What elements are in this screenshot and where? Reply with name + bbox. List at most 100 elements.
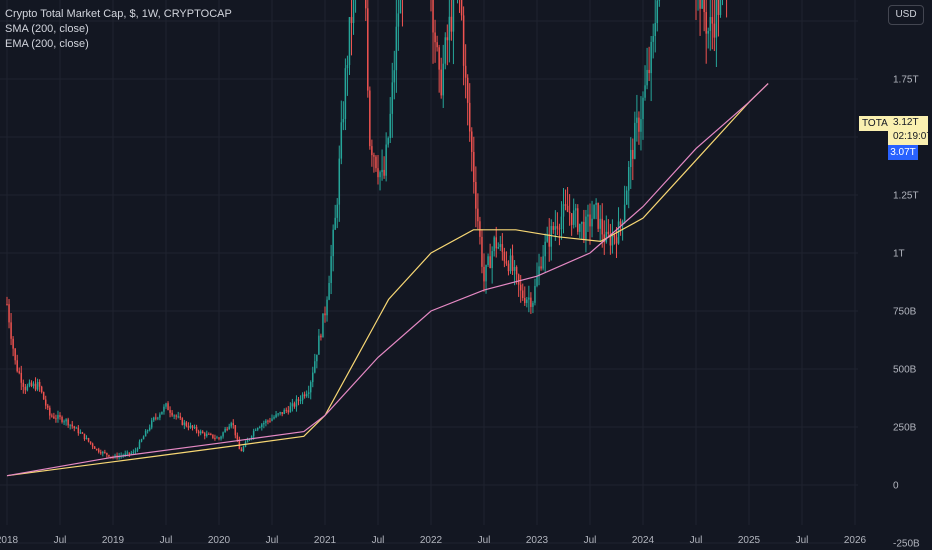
candle-body (536, 276, 538, 286)
candle-body (179, 416, 182, 419)
candle-body (49, 407, 51, 416)
candle-body (513, 267, 516, 271)
candle-body (95, 448, 98, 450)
candle-body (615, 237, 618, 244)
countdown: 02:19:07 (893, 131, 932, 142)
candle-body (236, 435, 239, 440)
candle-body (165, 403, 167, 407)
candle-body (348, 17, 351, 66)
candle-body (289, 406, 292, 413)
candle-body (558, 228, 561, 230)
candle-body (568, 211, 571, 214)
ema-line (6, 83, 769, 477)
candle-body (499, 244, 502, 248)
candle-body (521, 290, 524, 298)
candle-body (305, 393, 308, 397)
candle-body (59, 415, 61, 418)
candle-body (507, 263, 510, 272)
candle-body (473, 151, 475, 183)
candle-body (28, 382, 31, 386)
y-tick-label: 0 (893, 481, 899, 492)
currency-button[interactable]: USD (888, 5, 924, 25)
candle-body (552, 226, 555, 230)
candle-body (634, 122, 636, 159)
candle-body (566, 205, 569, 212)
candle-body (385, 144, 387, 176)
y-tick-label: 250B (893, 423, 917, 434)
candle-body (32, 383, 35, 387)
candle-body (238, 439, 241, 450)
candle-body (336, 204, 338, 218)
candle-body (18, 371, 20, 373)
candle-body (203, 433, 206, 437)
candle-body (42, 392, 45, 400)
candle-body (254, 429, 257, 431)
candle-body (10, 322, 12, 339)
candle-body (365, 0, 367, 9)
candle-body (601, 218, 603, 235)
candle-body (556, 226, 559, 229)
candle-body (577, 208, 579, 232)
candle-body (224, 428, 226, 433)
candle-body (491, 251, 493, 268)
candle-body (83, 433, 86, 440)
candle-body (625, 190, 628, 205)
candle-body (173, 415, 175, 417)
candle-body (299, 400, 302, 402)
candle-body (234, 425, 237, 436)
x-tick-label: Jul (160, 535, 173, 546)
candle-body (395, 26, 398, 71)
x-tick-label: 2025 (738, 535, 761, 546)
candle-body (181, 418, 184, 425)
y-tick-label: 750B (893, 307, 917, 318)
candle-body (391, 82, 394, 114)
candle-body (495, 237, 497, 249)
candle-body (146, 430, 149, 432)
candle-body (191, 425, 194, 428)
candle-body (314, 361, 316, 373)
candle-body (654, 23, 656, 37)
candle-body (26, 385, 29, 391)
x-tick-label: Jul (54, 535, 67, 546)
candle-body (589, 214, 591, 227)
candle-body (715, 0, 718, 38)
price-value: 3.12T (893, 117, 919, 128)
candle-body (581, 221, 583, 224)
candle-body (574, 208, 577, 211)
candle-body (591, 218, 593, 227)
candle-body (605, 231, 608, 243)
candle-body (650, 41, 652, 74)
sma-line (6, 83, 769, 477)
candle-body (57, 415, 59, 419)
candle-body (375, 156, 377, 169)
candle-body (309, 382, 312, 393)
x-tick-label: Jul (478, 535, 491, 546)
candle-body (157, 417, 159, 419)
candle-body (460, 0, 463, 16)
candle-body (509, 255, 512, 272)
candle-body (609, 233, 612, 246)
candle-body (148, 427, 151, 431)
candle-body (36, 382, 39, 390)
candle-body (69, 424, 71, 426)
candle-body (587, 214, 589, 217)
candle-body (242, 446, 245, 452)
candle-body (134, 450, 137, 452)
candle-body (44, 399, 47, 406)
candle-body (312, 372, 314, 383)
candle-body (91, 443, 94, 447)
candle-body (438, 47, 440, 70)
candle-body (161, 411, 163, 415)
candle-body (230, 423, 232, 427)
candle-body (652, 36, 654, 42)
candle-body (87, 438, 90, 442)
candle-body (701, 0, 703, 9)
candle-body (216, 437, 218, 439)
candle-body (47, 405, 49, 408)
candle-body (267, 420, 269, 422)
candle-body (572, 210, 575, 225)
candle-body (464, 65, 467, 78)
candle-body (189, 425, 192, 428)
x-tick-label: 2022 (420, 535, 443, 546)
